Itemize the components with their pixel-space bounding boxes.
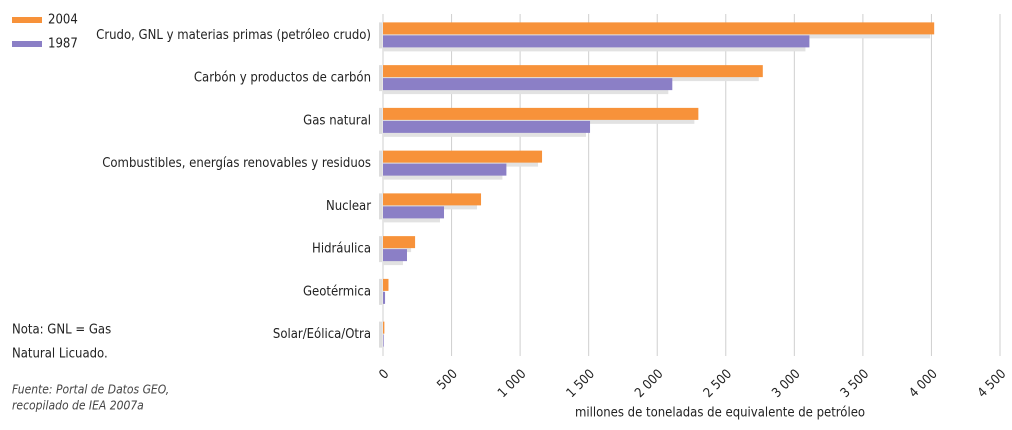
- axis-stub: [379, 65, 382, 92]
- bar: [383, 334, 384, 347]
- x-tick-label: 0: [376, 367, 392, 383]
- bar: [383, 249, 407, 262]
- axis-stub: [379, 236, 382, 263]
- axis-stub: [379, 321, 382, 348]
- x-tick-label: 4 000: [906, 367, 940, 401]
- bar: [383, 22, 935, 35]
- bar: [383, 65, 763, 78]
- x-tick-label: 1 500: [564, 367, 598, 401]
- y-tick-label: Carbón y productos de carbón: [194, 71, 371, 86]
- bar: [383, 107, 699, 120]
- x-tick-label: 3 500: [838, 367, 872, 401]
- bar: [383, 163, 507, 176]
- axis-stub: [379, 22, 382, 49]
- y-tick-label: Geotérmica: [303, 284, 371, 299]
- x-tick-label: 2 500: [701, 367, 735, 401]
- legend-swatch: [12, 17, 42, 23]
- x-axis-title: millones de toneladas de equivalente de …: [575, 406, 865, 421]
- y-tick-label: Gas natural: [303, 113, 371, 128]
- x-tick-label: 4 500: [975, 367, 1009, 401]
- axis-stub: [379, 193, 382, 220]
- y-tick-label: Crudo, GNL y materias primas (petróleo c…: [96, 28, 371, 43]
- bar: [383, 206, 445, 219]
- x-tick-label: 3 000: [769, 367, 803, 401]
- x-tick-label: 2 000: [632, 367, 666, 401]
- legend-swatch: [12, 41, 42, 47]
- source-line: recopilado de IEA 2007a: [12, 399, 144, 413]
- y-tick-label: Solar/Eólica/Otra: [273, 327, 371, 342]
- bar: [383, 193, 482, 206]
- bar: [383, 321, 385, 334]
- x-tick-label: 1 000: [495, 367, 529, 401]
- bar: [383, 278, 389, 291]
- x-tick-label: 500: [434, 367, 460, 393]
- bar: [383, 120, 591, 133]
- legend-label: 1987: [48, 37, 78, 52]
- axis-stub: [379, 150, 382, 177]
- axis-stub: [379, 278, 382, 305]
- bar: [383, 236, 416, 249]
- bar: [383, 78, 673, 91]
- y-tick-label: Combustibles, energías renovables y resi…: [102, 156, 371, 171]
- note-line: Nota: GNL = Gas: [12, 323, 111, 338]
- note-line: Natural Licuado.: [12, 347, 108, 362]
- source-line: Fuente: Portal de Datos GEO,: [12, 383, 169, 397]
- y-tick-label: Nuclear: [326, 199, 371, 214]
- y-tick-label: Hidráulica: [312, 242, 371, 257]
- legend-label: 2004: [48, 13, 78, 28]
- bar: [383, 291, 386, 304]
- bar: [383, 35, 810, 48]
- bar: [383, 150, 543, 163]
- axis-stub: [379, 107, 382, 134]
